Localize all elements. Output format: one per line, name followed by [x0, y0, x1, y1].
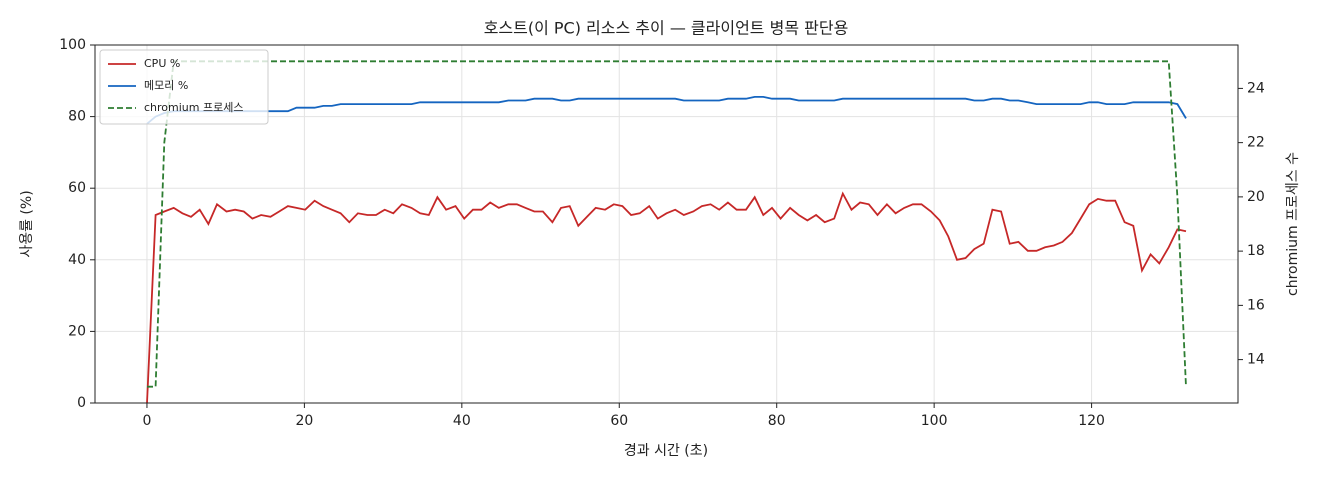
legend-label: chromium 프로세스	[144, 101, 243, 114]
x-tick-label: 40	[453, 413, 471, 429]
series-line	[146, 96, 1187, 125]
y-axis-label: 사용률 (%)	[19, 190, 35, 257]
y2-tick-label: 14	[1247, 352, 1265, 368]
x-axis-label: 경과 시간 (초)	[624, 443, 708, 459]
y2-tick-label: 16	[1247, 297, 1265, 313]
legend-label: 메모리 %	[144, 79, 188, 92]
y-tick-label: 40	[68, 252, 86, 268]
y2-tick-label: 24	[1247, 80, 1265, 96]
x-tick-label: 20	[295, 413, 313, 429]
plot-frame	[94, 44, 1239, 404]
legend: CPU % 메모리 % chromium 프로세스	[99, 49, 269, 125]
y2-tick-label: 20	[1247, 189, 1265, 205]
legend-label: CPU %	[144, 57, 180, 70]
y2-tick-label: 18	[1247, 243, 1265, 259]
y-tick-label: 20	[68, 323, 86, 339]
x-tick-label: 0	[142, 413, 151, 429]
y-tick-label: 60	[68, 180, 86, 196]
x-tick-label: 100	[921, 413, 948, 429]
y2-axis-label: chromium 프로세스 수	[1285, 152, 1301, 296]
series-line	[146, 191, 1187, 404]
x-tick-label: 60	[610, 413, 628, 429]
series-line	[147, 60, 1187, 388]
y2-tick-label: 22	[1247, 135, 1265, 151]
y-tick-label: 100	[59, 37, 86, 53]
y-tick-label: 80	[68, 109, 86, 125]
legend-box	[99, 49, 269, 125]
chart-title: 호스트(이 PC) 리소스 추이 — 클라이언트 병목 판단용	[484, 19, 849, 38]
x-tick-label: 120	[1078, 413, 1105, 429]
y-tick-label: 0	[77, 395, 86, 411]
x-tick-label: 80	[768, 413, 786, 429]
